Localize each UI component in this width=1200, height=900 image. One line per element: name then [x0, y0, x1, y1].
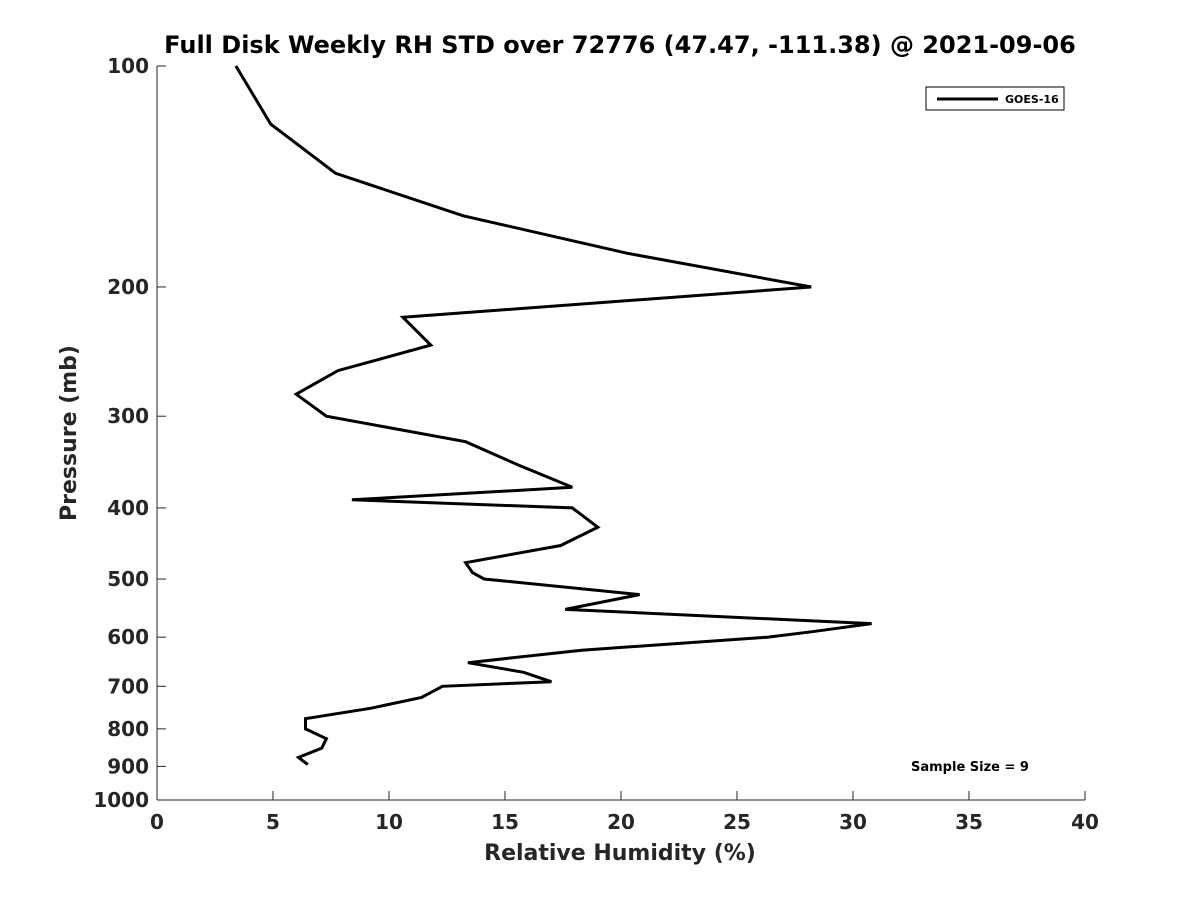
series-line-goes-16	[234, 65, 872, 766]
y-tick-label: 200	[107, 275, 149, 299]
legend: GOES-16	[925, 86, 1065, 111]
x-tick-label: 40	[1071, 810, 1099, 834]
y-tick-label: 400	[107, 496, 149, 520]
axes	[156, 66, 1085, 801]
x-tick-label: 35	[955, 810, 983, 834]
y-tick-label: 500	[107, 567, 149, 591]
sample-size-annotation: Sample Size = 9	[911, 760, 1029, 775]
chart-title: Full Disk Weekly RH STD over 72776 (47.4…	[164, 31, 1076, 59]
x-tick-label: 0	[150, 810, 164, 834]
x-tick-label: 10	[375, 810, 403, 834]
y-tick-label: 300	[107, 404, 149, 428]
y-tick-label: 600	[107, 625, 149, 649]
x-tick-label: 5	[266, 810, 280, 834]
y-tick-label: 900	[107, 754, 149, 778]
series-layer	[234, 65, 872, 766]
legend-label: GOES-16	[1005, 93, 1059, 106]
y-axis-label: Pressure (mb)	[57, 345, 82, 521]
tick-marks: 0 5 10 15 20 25 30 35 40 100 200 300 400 500 600 700 800…	[93, 54, 1099, 834]
x-tick-label: 15	[491, 810, 519, 834]
y-tick-label: 800	[107, 717, 149, 741]
x-axis-label: Relative Humidity (%)	[484, 841, 756, 866]
y-tick-label: 100	[107, 54, 149, 78]
x-tick-label: 30	[839, 810, 867, 834]
y-tick-label: 1000	[93, 788, 149, 812]
y-tick-label: 700	[107, 674, 149, 698]
x-tick-label: 20	[607, 810, 635, 834]
x-tick-label: 25	[723, 810, 751, 834]
